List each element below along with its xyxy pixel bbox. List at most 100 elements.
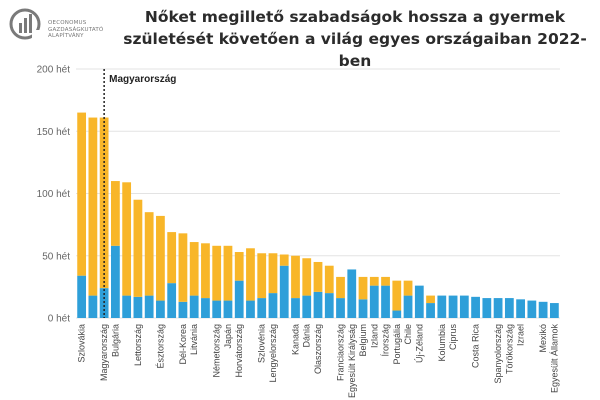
- x-tick-label-12: Németország: [212, 324, 222, 378]
- bar-blue-4: [122, 295, 132, 318]
- bar-blue-25: [358, 299, 368, 318]
- bar-orange-9: [178, 233, 188, 302]
- bar-blue-36: [482, 298, 492, 318]
- x-tick-label-9: Dél-Korea: [178, 324, 188, 365]
- bar-blue-2: [99, 288, 109, 318]
- x-tick-label-3: Bulgária: [110, 324, 120, 357]
- bar-orange-18: [279, 254, 289, 266]
- chart-title-line-2: születését követően a világ egyes ország…: [123, 30, 587, 70]
- bar-blue-39: [516, 299, 525, 318]
- bar-blue-12: [212, 300, 222, 318]
- bar-blue-35: [471, 296, 480, 318]
- bar-orange-20: [302, 258, 312, 296]
- bar-blue-23: [336, 298, 345, 318]
- bar-blue-24: [347, 269, 357, 318]
- bar-blue-37: [493, 298, 503, 318]
- bar-blue-14: [234, 280, 244, 318]
- bar-blue-42: [549, 303, 559, 318]
- bar-orange-10: [189, 242, 199, 296]
- logo-text-line-3: ALAPÍTVÁNY: [48, 33, 84, 39]
- x-tick-label-16: Szlovénia: [257, 324, 267, 363]
- bar-blue-38: [504, 298, 514, 318]
- x-tick-label-33: Ciprus: [448, 324, 458, 351]
- bar-blue-0: [77, 275, 87, 318]
- bar-orange-31: [426, 295, 435, 304]
- logo-text-line-1: OECONOMUS: [48, 20, 87, 26]
- bar-orange-3: [111, 181, 120, 246]
- bar-orange-26: [369, 276, 379, 286]
- bar-blue-40: [527, 300, 537, 318]
- bar-blue-8: [167, 283, 177, 318]
- bar-blue-20: [302, 295, 312, 318]
- bar-blue-21: [313, 291, 323, 318]
- chart-title-line-1: Nőket megillető szabadságok hossza a gye…: [144, 8, 566, 26]
- bar-blue-5: [133, 296, 143, 318]
- bar-orange-6: [144, 212, 154, 296]
- x-tick-label-27: Írország: [381, 324, 391, 357]
- x-tick-label-2: Magyarország: [99, 324, 109, 381]
- bar-orange-29: [403, 280, 413, 296]
- bar-orange-0: [77, 112, 87, 276]
- x-tick-label-10: Litvánia: [189, 324, 199, 355]
- bar-blue-33: [448, 295, 458, 318]
- bar-orange-21: [313, 261, 323, 292]
- bar-orange-28: [392, 280, 402, 311]
- bar-blue-10: [189, 295, 199, 318]
- bar-blue-22: [324, 293, 334, 318]
- y-tick-label-50: 50 hét: [42, 251, 70, 262]
- x-tick-label-42: Egyesült Államok: [549, 324, 559, 394]
- y-tick-label-150: 150 hét: [37, 127, 71, 138]
- y-tick-label-200: 200 hét: [37, 65, 71, 76]
- bar-orange-17: [268, 253, 278, 294]
- bar-blue-29: [403, 295, 413, 318]
- bar-orange-25: [358, 276, 368, 300]
- bar-orange-14: [234, 252, 244, 281]
- bar-orange-1: [88, 117, 98, 296]
- bar-blue-32: [437, 295, 447, 318]
- x-tick-label-19: Kanada: [290, 324, 300, 355]
- chart-title: Nőket megillető szabadságok hossza a gye…: [120, 6, 590, 72]
- x-tick-label-20: Dánia: [302, 324, 312, 348]
- annotation-label: Magyarország: [109, 74, 176, 85]
- bar-orange-27: [381, 276, 390, 286]
- bar-orange-16: [257, 253, 267, 299]
- bar-orange-15: [246, 248, 255, 301]
- bar-blue-28: [392, 310, 402, 318]
- bar-blue-16: [257, 298, 267, 318]
- x-tick-label-13: Japán: [223, 324, 233, 349]
- x-tick-label-24: Egyesült Királyság: [347, 324, 357, 398]
- x-tick-label-37: Spanyolország: [493, 324, 503, 384]
- bar-orange-19: [291, 255, 300, 299]
- x-tick-label-41: Mexikó: [538, 324, 548, 353]
- bar-blue-11: [201, 298, 210, 318]
- bar-blue-30: [414, 285, 424, 318]
- x-tick-label-14: Horvátország: [234, 324, 244, 378]
- bar-blue-26: [369, 285, 379, 318]
- y-tick-label-100: 100 hét: [37, 189, 71, 200]
- bar-orange-4: [122, 182, 132, 296]
- logo-text: OECONOMUS GAZDASÁGKUTATÓ ALAPÍTVÁNY: [48, 20, 128, 40]
- bar-blue-18: [279, 265, 289, 318]
- bar-blue-6: [144, 295, 154, 318]
- bar-orange-23: [336, 276, 345, 299]
- x-tick-label-39: Izrael: [516, 324, 526, 346]
- bar-blue-9: [178, 301, 188, 318]
- bar-orange-5: [133, 199, 143, 297]
- x-tick-label-35: Costa Rica: [471, 324, 481, 368]
- bar-orange-7: [156, 215, 165, 301]
- x-tick-label-28: Portugália: [392, 324, 402, 365]
- bar-blue-27: [381, 285, 390, 318]
- x-tick-label-21: Olaszország: [313, 324, 323, 374]
- bar-blue-3: [111, 245, 120, 318]
- logo-text-line-2: GAZDASÁGKUTATÓ: [48, 26, 104, 33]
- bar-blue-1: [88, 295, 98, 318]
- bar-orange-8: [167, 232, 177, 284]
- bar-orange-12: [212, 245, 222, 301]
- y-tick-label-0: 0 hét: [48, 314, 70, 325]
- x-tick-label-7: Észtország: [155, 324, 165, 369]
- bar-orange-13: [223, 245, 233, 301]
- bar-blue-19: [291, 298, 300, 318]
- bar-blue-17: [268, 293, 278, 318]
- x-tick-label-26: Izland: [369, 324, 379, 348]
